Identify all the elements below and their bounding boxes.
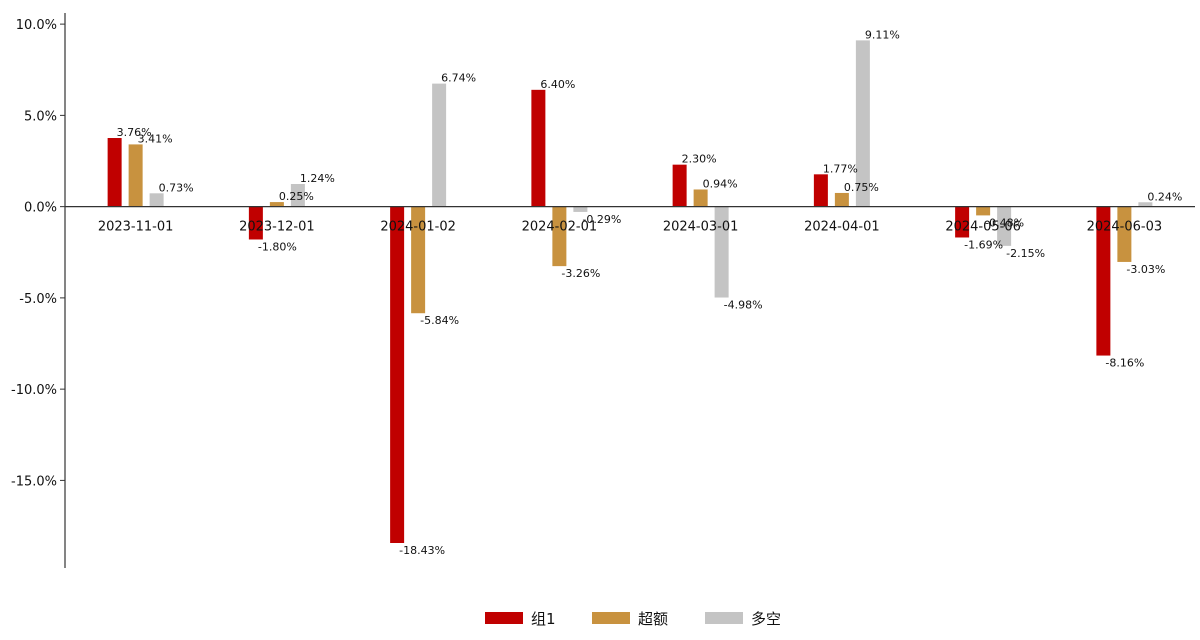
- bar-超额-2024-03-01: [693, 189, 708, 207]
- y-tick-label--10.0%: -10.0%: [11, 383, 57, 398]
- data-label-组1-2024-03-01: 2.30%: [682, 153, 717, 166]
- data-label-多空-2024-06-03: 0.24%: [1147, 190, 1182, 203]
- bar-多空-2023-12-01: [290, 184, 305, 207]
- data-label-组1-2024-05-06: -1.69%: [964, 238, 1003, 251]
- data-label-多空-2023-12-01: 1.24%: [300, 172, 335, 185]
- x-tick-label-2023-12-01: 2023-12-01: [239, 220, 315, 235]
- bar-组1-2023-11-01: [107, 138, 122, 207]
- bar-超额-2024-06-03: [1117, 206, 1132, 262]
- bar-组1-2024-06-03: [1096, 206, 1111, 356]
- bar-组1-2024-04-01: [813, 174, 828, 207]
- bar-组1-2024-05-06: [955, 206, 970, 238]
- bar-多空-2024-02-01: [573, 206, 588, 212]
- legend-label-组1: 组1: [531, 610, 556, 628]
- data-label-组1-2024-06-03: -8.16%: [1105, 357, 1144, 370]
- data-label-多空-2024-05-06: -2.15%: [1006, 247, 1045, 260]
- data-label-组1-2024-01-02: -18.43%: [399, 544, 445, 557]
- legend-label-超额: 超额: [638, 610, 668, 628]
- data-label-多空-2024-02-01: -0.29%: [582, 213, 621, 226]
- data-label-组1-2023-12-01: -1.80%: [258, 240, 297, 253]
- data-label-超额-2024-01-02: -5.84%: [420, 314, 459, 327]
- y-tick-label--15.0%: -15.0%: [11, 474, 57, 489]
- data-label-超额-2023-12-01: 0.25%: [279, 190, 314, 203]
- x-tick-label-2024-05-06: 2024-05-06: [945, 220, 1021, 235]
- legend-swatch-组1: [485, 612, 523, 624]
- data-label-多空-2024-03-01: -4.98%: [724, 299, 763, 312]
- data-label-多空-2024-01-02: 6.74%: [441, 72, 476, 85]
- bar-超额-2023-12-01: [269, 202, 284, 207]
- bar-组1-2023-12-01: [248, 206, 263, 240]
- bar-组1-2024-01-02: [390, 206, 405, 543]
- data-label-超额-2024-02-01: -3.26%: [561, 267, 600, 280]
- x-tick-label-2024-06-03: 2024-06-03: [1087, 220, 1163, 235]
- data-label-组1-2024-04-01: 1.77%: [823, 162, 858, 175]
- x-tick-label-2024-04-01: 2024-04-01: [804, 220, 880, 235]
- data-label-超额-2024-04-01: 0.75%: [844, 181, 879, 194]
- y-tick-label-0.0%: 0.0%: [24, 201, 57, 216]
- bar-多空-2024-05-06: [997, 206, 1012, 246]
- bar-多空-2024-03-01: [714, 206, 729, 298]
- bar-多空-2024-06-03: [1138, 202, 1153, 207]
- bar-超额-2024-02-01: [552, 206, 567, 267]
- bar-多空-2024-01-02: [432, 83, 447, 207]
- legend-label-多空: 多空: [751, 610, 781, 628]
- data-label-超额-2024-06-03: -3.03%: [1126, 263, 1165, 276]
- y-tick-label-10.0%: 10.0%: [16, 18, 57, 33]
- data-label-多空-2024-04-01: 9.11%: [865, 28, 900, 41]
- data-label-超额-2023-11-01: 3.41%: [138, 132, 173, 145]
- bar-超额-2024-01-02: [411, 206, 426, 314]
- bar-多空-2024-04-01: [855, 40, 870, 207]
- data-label-组1-2024-02-01: 6.40%: [540, 78, 575, 91]
- bar-超额-2023-11-01: [128, 144, 143, 207]
- legend-swatch-多空: [705, 612, 743, 624]
- bar-组1-2024-02-01: [531, 89, 546, 207]
- data-label-组1-2023-11-01: 3.76%: [117, 126, 152, 139]
- data-label-多空-2023-11-01: 0.73%: [159, 181, 194, 194]
- bar-超额-2024-04-01: [834, 192, 849, 207]
- x-tick-label-2023-11-01: 2023-11-01: [98, 220, 174, 235]
- bar-超额-2024-05-06: [976, 206, 991, 216]
- y-tick-label-5.0%: 5.0%: [24, 109, 57, 124]
- data-label-超额-2024-03-01: 0.94%: [703, 177, 738, 190]
- bar-组1-2024-03-01: [672, 164, 687, 207]
- data-label-超额-2024-05-06: -0.48%: [985, 216, 1024, 229]
- legend-swatch-超额: [592, 612, 630, 624]
- x-tick-label-2024-01-02: 2024-01-02: [380, 220, 456, 235]
- y-tick-label--5.0%: -5.0%: [19, 292, 57, 307]
- bar-多空-2023-11-01: [149, 193, 164, 207]
- x-tick-label-2024-02-01: 2024-02-01: [522, 220, 598, 235]
- x-tick-label-2024-03-01: 2024-03-01: [663, 220, 739, 235]
